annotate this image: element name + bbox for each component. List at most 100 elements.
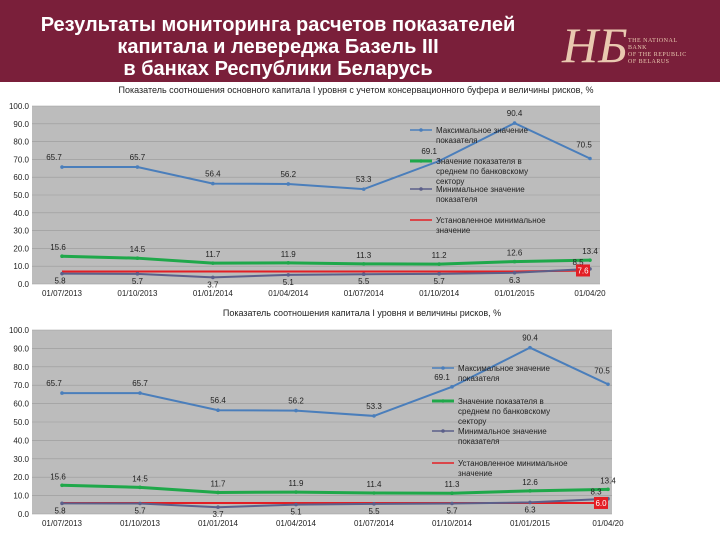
data-label: 6.3: [509, 276, 521, 285]
data-point: [437, 262, 441, 266]
y-tick-label: 30.0: [13, 455, 29, 464]
legend-marker: [419, 187, 423, 191]
data-point: [216, 490, 220, 495]
series-line: [61, 267, 591, 279]
legend-label: Минимальное значение показателя: [436, 185, 525, 204]
data-label: 65.7: [130, 153, 146, 162]
data-label: 14.5: [132, 474, 148, 483]
y-tick-label: 20.0: [13, 473, 29, 482]
data-label: 13.4: [600, 476, 616, 485]
data-label: 56.2: [288, 397, 304, 406]
min-value-badge: [594, 496, 608, 509]
x-tick-label: 01/01/2014: [193, 289, 234, 298]
data-point: [361, 262, 366, 266]
data-point: [450, 491, 454, 496]
data-label: 5.5: [358, 277, 370, 286]
data-label: 90.4: [507, 109, 523, 118]
legend-marker: [441, 399, 445, 403]
data-label: 3.7: [207, 280, 219, 289]
y-tick-label: 40.0: [13, 436, 29, 445]
data-label: 5.8: [54, 277, 66, 286]
data-label: 11.2: [432, 251, 448, 260]
data-label: 11.7: [211, 479, 227, 488]
series-line: [61, 497, 609, 509]
chart-tier1-conservation-buffer: Показатель соотношения основного капитал…: [9, 85, 606, 298]
data-label: 5.7: [434, 277, 446, 286]
data-point: [216, 408, 220, 413]
data-label: 12.6: [522, 478, 538, 487]
y-tick-label: 100.0: [9, 326, 30, 335]
data-point: [216, 505, 220, 509]
data-point: [138, 391, 142, 395]
data-label: 53.3: [356, 175, 372, 184]
data-point: [361, 187, 366, 191]
data-point: [211, 261, 215, 265]
svg-text:НБ: НБ: [561, 17, 628, 73]
data-point: [372, 502, 376, 506]
y-tick-label: 50.0: [13, 191, 29, 200]
data-label: 56.4: [205, 170, 221, 179]
x-tick-label: 01/10/2014: [432, 519, 473, 528]
y-tick-label: 90.0: [13, 344, 29, 353]
data-label: 6.0: [595, 499, 607, 508]
data-label: 5.7: [132, 277, 144, 286]
data-label: 14.5: [130, 245, 146, 254]
legend-marker: [441, 429, 445, 433]
data-label: 11.9: [289, 479, 305, 488]
y-tick-label: 60.0: [13, 400, 29, 409]
data-point: [60, 254, 64, 259]
data-point: [512, 121, 517, 125]
y-tick-label: 0.0: [18, 280, 30, 289]
data-point: [138, 485, 142, 490]
data-point: [450, 385, 454, 389]
data-label: 11.7: [205, 250, 221, 259]
data-point: [138, 501, 142, 506]
y-tick-label: 0.0: [18, 510, 30, 519]
data-label: 8.3: [590, 488, 602, 497]
data-label: 11.4: [367, 480, 383, 489]
data-label: 15.6: [50, 472, 66, 481]
series-line: [62, 346, 609, 417]
y-tick-label: 10.0: [13, 262, 29, 271]
data-label: 11.9: [281, 250, 297, 259]
y-tick-label: 10.0: [13, 492, 29, 501]
x-tick-label: 01/10/2013: [120, 519, 161, 528]
data-label: 69.1: [434, 373, 450, 382]
data-label: 56.4: [210, 396, 226, 405]
x-tick-label: 01/04/2014: [268, 289, 309, 298]
data-label: 5.7: [134, 507, 146, 516]
header-banner: Результаты мониторинга расчетов показате…: [0, 0, 720, 82]
series-line: [62, 269, 591, 273]
data-point: [528, 345, 532, 350]
data-label: 5.8: [54, 506, 66, 515]
y-tick-label: 80.0: [13, 138, 29, 147]
y-tick-label: 50.0: [13, 418, 29, 427]
y-tick-label: 30.0: [13, 227, 29, 236]
min-value-badge: [576, 264, 590, 277]
legend-label: Значение показателя в среднем по банковск…: [436, 157, 528, 186]
data-point: [286, 182, 291, 186]
y-tick-label: 40.0: [13, 209, 29, 218]
x-tick-label: 01/10/2014: [419, 289, 460, 298]
legend-marker: [419, 128, 423, 132]
data-label: 56.2: [280, 170, 296, 179]
data-point: [211, 181, 215, 186]
data-point: [286, 273, 291, 277]
data-label: 5.1: [290, 508, 302, 517]
series-line: [61, 254, 591, 266]
legend-label: Минимальное значение показателя: [458, 427, 547, 446]
data-point: [135, 256, 140, 260]
data-point: [512, 259, 517, 264]
x-tick-label: 01/01/2014: [198, 519, 239, 528]
data-label: 69.1: [421, 147, 437, 156]
data-point: [294, 408, 298, 413]
data-point: [512, 270, 517, 275]
data-point: [60, 501, 64, 506]
data-point: [588, 258, 592, 262]
data-label: 8.5: [572, 258, 584, 267]
data-label: 70.5: [576, 141, 592, 150]
data-point: [60, 165, 64, 169]
data-label: 53.3: [366, 402, 382, 411]
data-point: [60, 483, 64, 488]
data-label: 5.5: [368, 507, 380, 516]
